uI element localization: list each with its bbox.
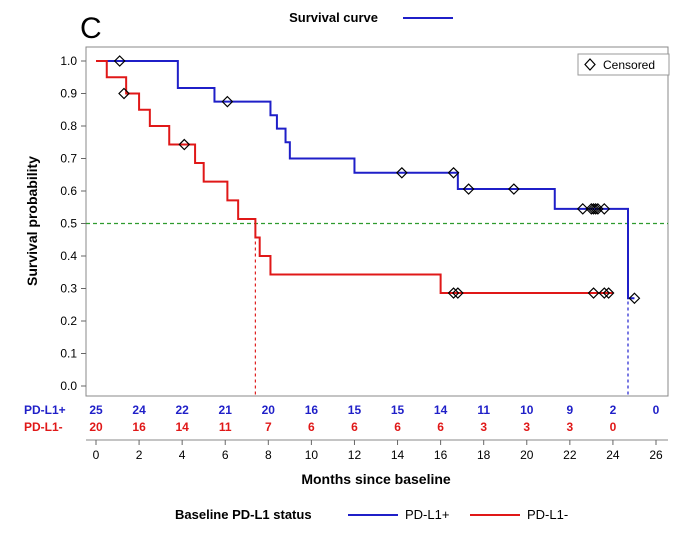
at-risk-value: 3 (523, 420, 530, 434)
survival-curve-neg (96, 60, 613, 295)
panel-label: C (80, 12, 102, 45)
at-risk-value: 14 (175, 420, 189, 434)
plot-frame (85, 46, 669, 397)
censored-marker (118, 87, 130, 100)
at-risk-value: 3 (567, 420, 574, 434)
y-tick-label: 0.1 (60, 347, 77, 361)
at-risk-value: 11 (219, 420, 232, 434)
at-risk-value: 16 (305, 403, 319, 417)
bottom-legend-label-neg: PD-L1- (527, 507, 568, 522)
survival-curve-pos (96, 60, 635, 300)
at-risk-value: 7 (265, 420, 272, 434)
censored-marker (447, 287, 460, 299)
x-tick-label: 12 (348, 448, 362, 462)
censored-marker (113, 55, 126, 67)
at-risk-value: 6 (394, 420, 401, 434)
at-risk-value: 16 (132, 420, 146, 434)
at-risk-value: 3 (480, 420, 487, 434)
at-risk-value: 6 (351, 420, 358, 434)
x-tick-label: 8 (265, 448, 272, 462)
at-risk-value: 6 (437, 420, 444, 434)
censored-legend-box (577, 53, 670, 76)
bottom-legend-label-pos: PD-L1+ (405, 507, 449, 522)
series-group (96, 55, 641, 305)
censored-marker (598, 287, 611, 299)
censored-legend-label: Censored (603, 58, 655, 72)
at-risk-table: PD-L1+ 25 24 22 21 20 16 15 15 14 11 10 9 2 0PD-L1- 20 1… (24, 403, 660, 434)
censored-marker (451, 287, 464, 299)
censored-marker (221, 95, 234, 108)
y-axis-title: Survival probability (24, 156, 40, 286)
at-risk-value: 9 (567, 403, 574, 417)
top-legend-title: Survival curve (289, 10, 378, 25)
censored-marker (576, 203, 589, 215)
x-tick-label: 18 (477, 448, 491, 462)
x-tick-label: 16 (434, 448, 448, 462)
censored-marker (507, 183, 520, 195)
at-risk-value: 11 (477, 403, 490, 417)
y-tick-label: 1.0 (60, 54, 77, 68)
bottom-legend-title: Baseline PD-L1 status (175, 507, 312, 522)
at-risk-value: 6 (308, 420, 315, 434)
censored-marker (395, 166, 408, 179)
x-tick-label: 20 (520, 448, 534, 462)
censored-marker (447, 166, 460, 179)
at-risk-value: 22 (175, 403, 189, 417)
censored-marker (178, 138, 191, 151)
reference-lines (86, 222, 668, 396)
y-tick-label: 0.5 (60, 217, 77, 231)
at-risk-value: 15 (348, 403, 362, 417)
x-tick-label: 14 (391, 448, 405, 462)
plot-area-border (85, 46, 669, 397)
y-tick-label: 0.6 (60, 184, 77, 198)
at-risk-value: 0 (610, 420, 617, 434)
y-tick-label: 0.4 (60, 249, 77, 263)
at-risk-value: 20 (262, 403, 276, 417)
y-tick-label: 0.7 (60, 152, 77, 166)
at-risk-value: 25 (89, 403, 103, 417)
y-tick-label: 0.9 (60, 87, 77, 101)
at-risk-value: 14 (434, 403, 448, 417)
censored-legend-marker (584, 58, 596, 71)
x-tick-label: 6 (222, 448, 229, 462)
x-tick-label: 2 (136, 448, 143, 462)
at-risk-value: 10 (520, 403, 534, 417)
censored-marker (628, 292, 641, 305)
x-tick-label: 22 (563, 448, 577, 462)
at-risk-value: 2 (610, 403, 617, 417)
x-tick-label: 24 (606, 448, 620, 462)
x-tick-label: 26 (649, 448, 663, 462)
at-risk-value: 24 (132, 403, 146, 417)
censored-marker (587, 287, 600, 299)
censored-marker (587, 203, 600, 215)
y-axis: 0.0 0.1 0.2 0.3 0.4 0.5 0.6 0.7 0.8 0.9 1.0 (60, 54, 86, 393)
at-risk-value: 0 (653, 403, 660, 417)
at-risk-value: 20 (89, 420, 103, 434)
y-tick-label: 0.0 (60, 379, 77, 393)
y-tick-label: 0.2 (60, 314, 77, 328)
at-risk-value: 21 (219, 403, 233, 417)
y-tick-label: 0.3 (60, 282, 77, 296)
x-axis: 0 2 4 6 8 10 12 14 16 18 20 22 24 26 (86, 439, 668, 462)
censored-marker (462, 183, 475, 195)
x-axis-title: Months since baseline (301, 471, 451, 487)
censored-marker (598, 203, 611, 215)
censored-marker (589, 203, 602, 215)
x-tick-label: 10 (305, 448, 319, 462)
y-tick-label: 0.8 (60, 119, 77, 133)
x-tick-label: 4 (179, 448, 186, 462)
at-risk-row-label: PD-L1+ (24, 403, 66, 417)
censored-marker (602, 287, 615, 299)
at-risk-row-label: PD-L1- (24, 420, 63, 434)
at-risk-value: 15 (391, 403, 405, 417)
x-tick-label: 0 (93, 448, 100, 462)
